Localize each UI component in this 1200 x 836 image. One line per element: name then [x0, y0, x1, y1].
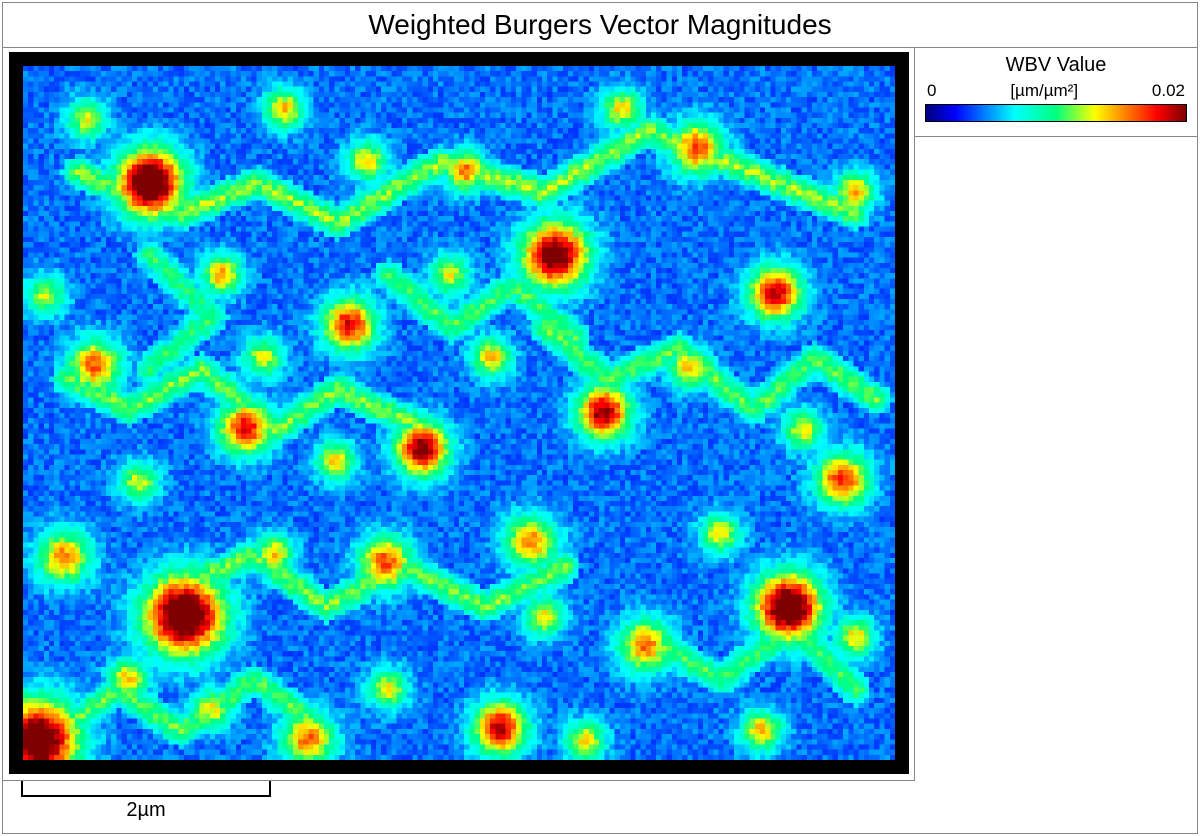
legend-min: 0	[927, 81, 936, 101]
wbv-heatmap	[23, 66, 895, 760]
legend-max: 0.02	[1152, 81, 1185, 101]
scalebar-label: 2µm	[21, 799, 271, 822]
heatmap-panel	[3, 47, 915, 781]
legend-box: WBV Value 0 [µm/µm²] 0.02	[915, 48, 1197, 137]
legend-labels: 0 [µm/µm²] 0.02	[925, 81, 1187, 104]
legend-title: WBV Value	[925, 54, 1187, 77]
figure-frame: Weighted Burgers Vector Magnitudes WBV V…	[2, 2, 1198, 834]
scalebar-region: 2µm	[3, 777, 915, 833]
scalebar-bracket	[21, 781, 271, 797]
colorbar	[925, 104, 1187, 122]
heatmap-border	[9, 52, 909, 774]
plot-title: Weighted Burgers Vector Magnitudes	[3, 9, 1197, 41]
legend-panel: WBV Value 0 [µm/µm²] 0.02	[915, 47, 1197, 777]
legend-unit: [µm/µm²]	[936, 81, 1151, 101]
scalebar: 2µm	[21, 781, 271, 825]
